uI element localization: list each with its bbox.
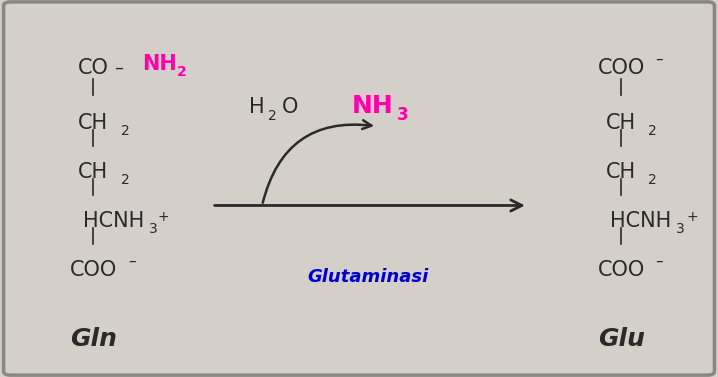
Text: +: + [686, 210, 698, 224]
Text: 2: 2 [648, 173, 657, 187]
Text: 2: 2 [121, 124, 129, 138]
Text: H: H [248, 97, 264, 118]
Text: CO: CO [78, 58, 109, 78]
Text: NH: NH [352, 94, 393, 118]
Text: 3: 3 [397, 106, 409, 124]
Text: O: O [282, 97, 299, 118]
Text: 2: 2 [177, 65, 187, 80]
FancyBboxPatch shape [4, 2, 714, 375]
Text: COO: COO [597, 259, 645, 280]
Text: –: – [114, 59, 123, 77]
Text: 2: 2 [268, 109, 276, 123]
Text: CH: CH [606, 112, 636, 133]
Text: 3: 3 [149, 222, 157, 236]
Text: CH: CH [606, 161, 636, 182]
Text: Glu: Glu [597, 327, 645, 351]
Text: COO: COO [70, 259, 117, 280]
Text: CH: CH [78, 112, 108, 133]
Text: 2: 2 [648, 124, 657, 138]
Text: HCNH: HCNH [83, 210, 144, 231]
Text: NH: NH [142, 54, 177, 74]
Text: –: – [128, 253, 136, 268]
Text: COO: COO [597, 58, 645, 78]
Text: 2: 2 [121, 173, 129, 187]
Text: CH: CH [78, 161, 108, 182]
Text: +: + [158, 210, 169, 224]
Text: –: – [655, 253, 663, 268]
Text: 3: 3 [676, 222, 685, 236]
Text: –: – [655, 52, 663, 67]
Text: Glutaminasi: Glutaminasi [308, 268, 429, 286]
Text: Gln: Gln [70, 327, 117, 351]
Text: HCNH: HCNH [610, 210, 671, 231]
